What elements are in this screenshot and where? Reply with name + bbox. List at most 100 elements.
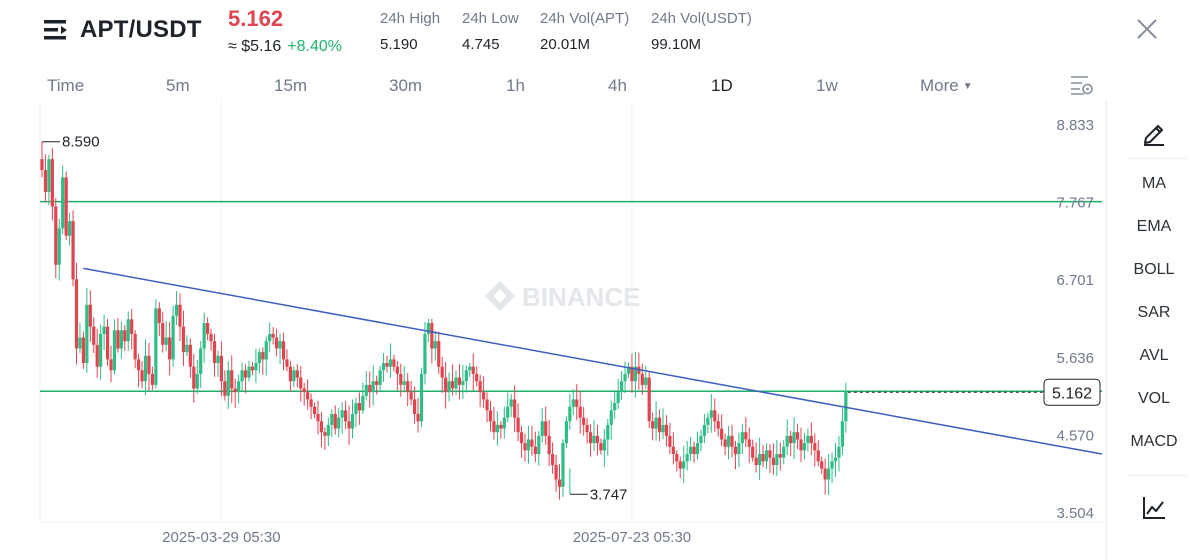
candle-body [399,373,403,385]
candle-body [71,221,75,280]
watermark: BINANCE [485,281,640,312]
x-tick-label: 2025-07-23 05:30 [573,529,691,546]
candle-body [130,319,134,334]
candle-body [782,446,786,458]
candle-body [544,421,548,436]
candle-body [195,373,199,389]
candle-body [820,461,824,469]
tab-30m[interactable]: 30m [389,76,423,95]
candle-body [212,341,217,364]
candle-body [168,337,172,360]
candle-body [433,341,437,349]
candle-body [126,319,130,342]
candle-body [588,432,593,444]
candle-body [709,410,713,418]
stat-label: 24h Vol(APT) [540,10,630,27]
candle-body [519,432,524,444]
candle-body [830,461,834,469]
candle-body [547,435,551,455]
tab-1w[interactable]: 1w [816,76,838,95]
chart-settings-icon[interactable] [1070,74,1094,96]
chart-trend-icon[interactable] [1140,494,1168,522]
candle-body [837,446,841,458]
candle-body [264,341,268,360]
y-tick-label: 4.570 [1056,427,1094,444]
stat-label: 24h Low [462,10,519,27]
pair-header: APT/USDT 5.162 ≈ $5.16 +8.40% 24h High 5.… [0,0,1200,64]
indicator-vol[interactable]: VOL [1137,390,1170,407]
descending-trend-line [83,267,1103,455]
candle-body [216,355,220,364]
candle-body [530,439,534,447]
tab-4h[interactable]: 4h [608,76,627,95]
candle-body [123,330,127,342]
candle-body [747,439,751,447]
price-approx-row: ≈ $5.16 +8.40% [228,38,342,56]
candle-body [271,333,275,338]
indicator-macd[interactable]: MACD [1130,433,1178,450]
indicator-avl[interactable]: AVL [1139,347,1169,364]
candle-body [440,366,444,378]
candle-body [302,388,306,393]
tab-15m[interactable]: 15m [274,76,308,95]
candle-body [257,352,261,364]
stat-value: 4.745 [462,36,500,53]
menu-icon[interactable] [44,19,70,41]
candle-body [585,424,589,433]
candle-body [602,439,606,451]
candle-body [692,446,696,455]
candle-body [702,424,706,436]
candle-body [185,344,189,353]
indicator-ema[interactable]: EMA [1136,218,1172,235]
extreme-price-label: 8.590 [62,134,100,151]
pair-symbol[interactable]: APT/USDT [80,16,202,43]
candle-body [613,403,617,411]
candle-body [278,341,282,349]
indicator-ma[interactable]: MA [1142,175,1166,192]
candle-body [178,304,182,327]
candle-body [816,450,820,462]
y-tick-label: 3.504 [1056,505,1094,522]
candle-body [337,417,341,429]
candle-body [143,355,148,382]
candle-body [730,435,734,447]
indicator-boll[interactable]: BOLL [1133,261,1175,278]
draw-pen-icon[interactable] [1140,118,1168,146]
candle-body [678,461,682,469]
candle-body [482,392,486,400]
candle-body [292,370,296,382]
tab-time[interactable]: Time [47,76,85,95]
candle-body [654,417,658,429]
candle-body [526,439,531,451]
candle-body [633,366,637,382]
candle-body [771,457,775,465]
candle-body [137,359,141,371]
candle-body [657,417,662,433]
candle-body [206,322,210,334]
candle-body [695,443,700,455]
change-percent: +8.40% [287,38,342,55]
tab-5m[interactable]: 5m [166,76,190,95]
candle-body [485,399,489,411]
stat-label: 24h High [380,10,441,27]
candle-body [557,479,562,487]
candle-body [437,341,441,367]
close-icon[interactable] [1136,18,1158,40]
tab-more[interactable]: More ▼ [920,76,973,96]
candle-body [647,377,651,422]
candle-body [751,446,755,458]
candle-body [744,432,748,440]
tab-1h[interactable]: 1h [506,76,525,95]
candlestick-chart[interactable]: BINANCE 8.833 7.767 6.701 5.636 4.570 3.504 2… [0,100,1104,560]
candle-body [461,381,465,385]
candle-body [813,443,817,451]
candle-body [261,352,265,360]
candle-body [226,370,230,396]
candle-body [775,454,779,465]
indicator-sar[interactable]: SAR [1137,304,1171,321]
candle-body [716,421,720,429]
tab-1d[interactable]: 1D [711,76,733,95]
candle-body [802,443,807,451]
candle-body [575,399,579,407]
tab-more-label: More [920,76,959,95]
